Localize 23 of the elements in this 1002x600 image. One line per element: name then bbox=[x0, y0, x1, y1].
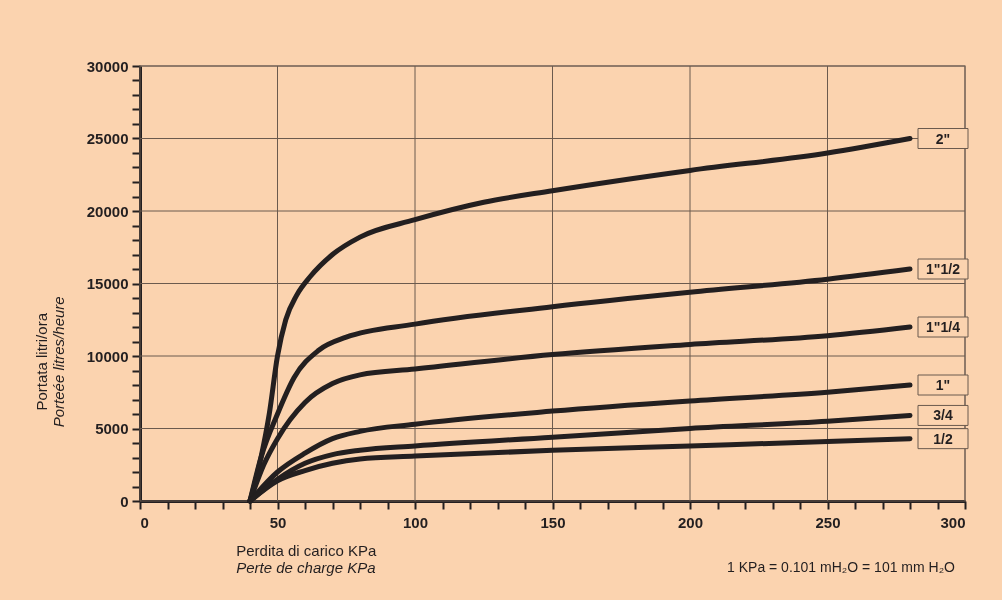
x-tick-label: 150 bbox=[540, 513, 566, 531]
y-tick-label: 10000 bbox=[86, 347, 129, 365]
series-label: 1"1/2 bbox=[926, 261, 961, 277]
y-tick-label: 20000 bbox=[86, 202, 129, 220]
x-tick-label: 250 bbox=[815, 513, 841, 531]
series-label: 1/2 bbox=[933, 430, 953, 447]
y-tick-label: 30000 bbox=[86, 57, 129, 75]
y-tick-label: 5000 bbox=[95, 420, 129, 437]
x-tick-label: 300 bbox=[940, 513, 966, 531]
series-label: 3/4 bbox=[933, 407, 953, 424]
series-label: 2" bbox=[935, 130, 951, 147]
x-tick-label: 0 bbox=[140, 513, 149, 531]
x-tick-label: 100 bbox=[402, 513, 429, 531]
x-tick-label: 50 bbox=[269, 513, 287, 531]
y-tick-label: 25000 bbox=[86, 130, 129, 147]
y-tick-label: 0 bbox=[120, 492, 129, 510]
x-tick-label: 200 bbox=[677, 513, 704, 531]
y-axis-title: Portata litri/ora Porteée litres/heure bbox=[33, 296, 67, 428]
series-label: 1" bbox=[935, 377, 951, 393]
text: 1 KPa = 0.101 mH₂O = 101 mm H₂O bbox=[727, 559, 956, 575]
series-label: 1"1/4 bbox=[926, 319, 961, 335]
x-axis-title: Perdita di carico KPa Perte de charge KPa bbox=[236, 542, 377, 576]
y-tick-label: 15000 bbox=[86, 275, 129, 292]
